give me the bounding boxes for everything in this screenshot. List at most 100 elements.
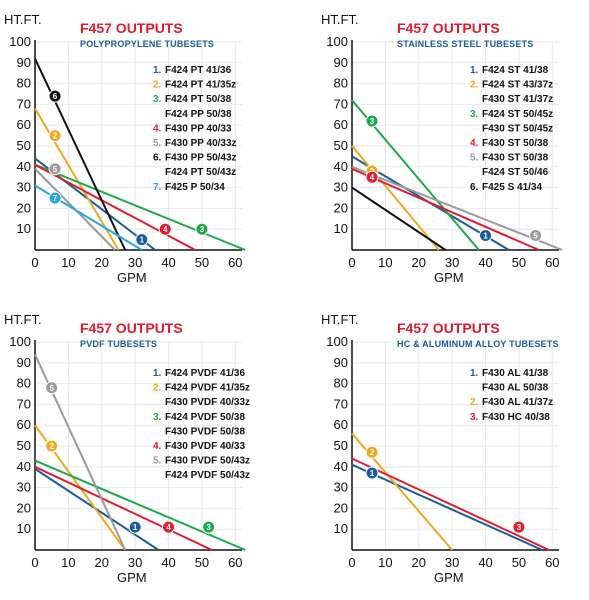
series-marker-5 [529, 228, 543, 242]
legend-number: 1. [153, 65, 162, 76]
series-marker-4 [158, 222, 172, 236]
legend-number: 5. [153, 138, 162, 149]
legend-number: 6. [153, 153, 162, 164]
series-marker-label: 2 [49, 442, 54, 451]
y-tick-label: 80 [334, 376, 348, 391]
series-marker-label: 7 [53, 194, 58, 203]
legend-entry: F430 PVDF 50/43z [165, 456, 250, 467]
series-marker-1 [365, 466, 379, 480]
series-marker-5 [48, 162, 62, 176]
x-tick-label: 60 [545, 555, 559, 570]
y-tick-label: 100 [326, 334, 348, 349]
legend-entry: F424 PT 41/36 [165, 65, 232, 76]
y-tick-label: 80 [17, 376, 31, 391]
legend-number: 6. [470, 182, 479, 193]
series-marker-1 [128, 520, 142, 534]
series-marker-label: 1 [140, 236, 145, 245]
series-marker-label: 3 [517, 523, 522, 532]
y-tick-label: 50 [17, 438, 31, 453]
legend-number: 1. [470, 368, 479, 379]
y-tick-label: 60 [17, 117, 31, 132]
series-line-5 [351, 165, 563, 251]
series-line-3 [351, 457, 550, 551]
legend-entry: F424 ST 43/37z [482, 80, 553, 91]
x-tick-label: 60 [228, 555, 242, 570]
series-marker-3 [202, 520, 216, 534]
x-axis-label: GPM [434, 570, 464, 585]
series-marker-label: 3 [200, 225, 205, 234]
x-tick-label: 10 [61, 255, 75, 270]
x-axis-label: GPM [117, 270, 147, 285]
y-tick-label: 70 [334, 396, 348, 411]
x-tick-label: 30 [128, 555, 142, 570]
y-tick-label: 20 [334, 500, 348, 515]
legend-entry: F430 ST 41/37z [482, 94, 553, 105]
x-tick-label: 10 [378, 555, 392, 570]
series-line-1 [351, 463, 543, 551]
series-line-4 [34, 163, 196, 251]
y-tick-label: 90 [334, 55, 348, 70]
series-marker-1 [479, 228, 493, 242]
legend-entry: F430 ST 50/38 [482, 153, 549, 164]
legend-entry: F425 S 41/34 [482, 182, 542, 193]
series-marker-label: 1 [483, 231, 488, 240]
chart-subtitle: POLYPROPYLENE TUBESETS [80, 39, 214, 49]
legend-entry: F430 ST 50/45z [482, 123, 553, 134]
y-tick-label: 50 [17, 138, 31, 153]
legend-entry: F430 AL 41/37z [482, 397, 553, 408]
legend-number: 3. [470, 412, 479, 423]
series-marker-label: 4 [370, 173, 375, 182]
legend-entry: F424 PP 50/38 [165, 109, 232, 120]
series-marker-label: 3 [370, 117, 375, 126]
y-tick-label: 30 [17, 180, 31, 195]
legend-number: 2. [470, 80, 479, 91]
series-marker-4 [162, 520, 176, 534]
chart-title: F457 OUTPUTS [397, 320, 500, 336]
y-tick-label: 80 [334, 76, 348, 91]
series-marker-label: 1 [133, 523, 138, 532]
series-marker-label: 2 [53, 132, 58, 141]
legend-entry: F424 PT 41/35z [165, 80, 236, 91]
legend-entry: F424 PVDF 41/35z [165, 383, 250, 394]
series-marker-label: 4 [166, 523, 171, 532]
legend-number: 5. [153, 456, 162, 467]
y-axis-label: HT.FT. [4, 12, 42, 27]
x-tick-label: 50 [195, 255, 209, 270]
x-tick-label: 20 [412, 255, 426, 270]
y-tick-label: 100 [9, 34, 31, 49]
legend-entry: F430 ST 50/38 [482, 138, 549, 149]
series-marker-label: 4 [163, 225, 168, 234]
legend-entry: F424 PVDF 50/38 [165, 412, 245, 423]
y-tick-label: 40 [334, 159, 348, 174]
y-tick-label: 20 [334, 200, 348, 215]
series-line-4 [34, 465, 213, 551]
y-tick-label: 90 [17, 55, 31, 70]
legend-number: 1. [470, 65, 479, 76]
x-tick-label: 60 [228, 255, 242, 270]
y-tick-label: 50 [334, 138, 348, 153]
legend-entry: F430 AL 41/38 [482, 368, 549, 379]
legend-entry: F424 PVDF 50/43z [165, 470, 250, 481]
y-tick-label: 20 [17, 500, 31, 515]
chart-4: 10 20 30 40 50 60 70 80 90 100 0 10 20 30 40 50 60 HT.FT.… [321, 312, 560, 585]
series-line-3 [34, 163, 246, 251]
legend-number: 4. [470, 138, 479, 149]
y-tick-label: 40 [334, 459, 348, 474]
y-tick-label: 20 [17, 200, 31, 215]
y-tick-label: 40 [17, 159, 31, 174]
y-tick-label: 60 [334, 117, 348, 132]
y-tick-label: 70 [17, 396, 31, 411]
y-tick-label: 10 [334, 221, 348, 236]
y-tick-label: 100 [326, 34, 348, 49]
legend-number: 4. [153, 123, 162, 134]
chart-subtitle: STAINLESS STEEL TUBESETS [397, 39, 534, 49]
x-tick-label: 30 [445, 255, 459, 270]
x-tick-label: 40 [478, 255, 492, 270]
y-tick-label: 30 [17, 480, 31, 495]
series-line-6 [351, 186, 447, 251]
series-marker-2 [45, 439, 59, 453]
y-tick-label: 10 [17, 521, 31, 536]
y-tick-label: 30 [334, 480, 348, 495]
x-tick-label: 0 [348, 555, 355, 570]
